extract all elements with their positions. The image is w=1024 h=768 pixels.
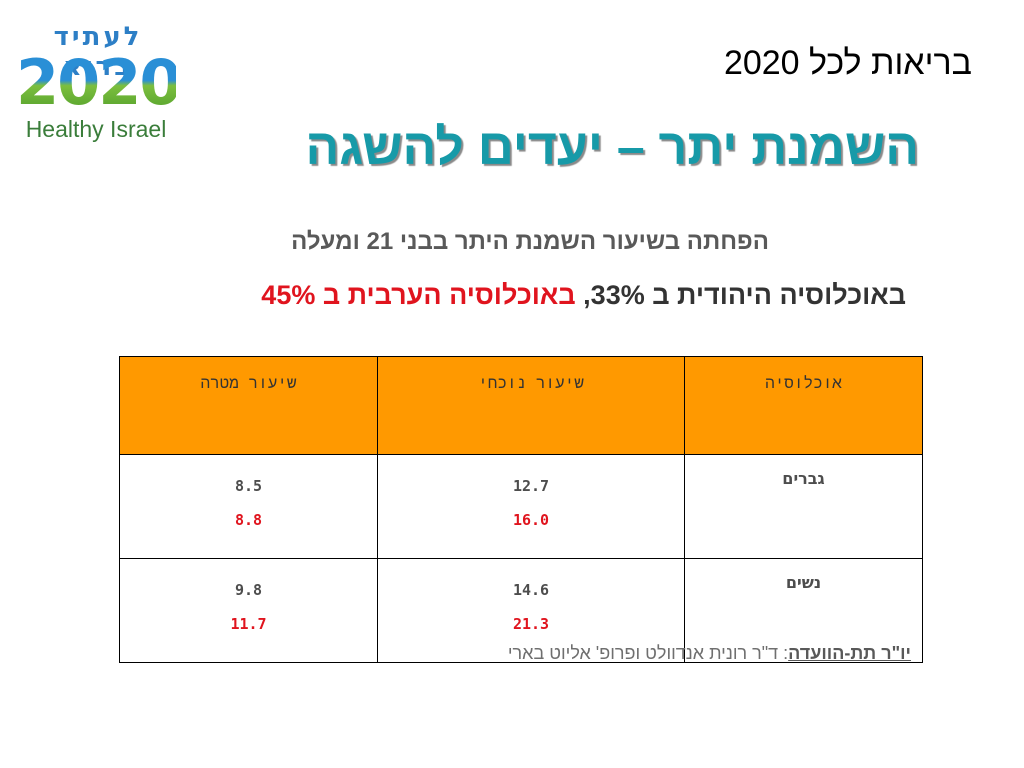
- target-rate-cell: 8.5 8.8: [119, 454, 378, 559]
- header-current-rate: שיעור נוכחי: [377, 356, 685, 455]
- population-cell: נשים: [684, 558, 923, 663]
- current-rate-jewish: 14.6: [512, 581, 550, 599]
- header-population: אוכלוסיה: [684, 356, 923, 455]
- table-row: נשים 14.6 21.3 9.8 11.7: [119, 558, 923, 663]
- obesity-targets-table: אוכלוסיה שיעור נוכחי שיעור מטרה גברים 12…: [119, 356, 923, 663]
- target-rate-arab: 8.8: [234, 511, 263, 529]
- current-rate-cell: 12.7 16.0: [377, 454, 685, 559]
- subcommittee-chair-note: יו"ר תת-הוועדה: ד"ר רונית אנדוולט ופרופ'…: [508, 643, 911, 664]
- current-rate-jewish: 12.7: [512, 477, 550, 495]
- header-target-rate: שיעור מטרה: [119, 356, 378, 455]
- goal-arab-population: באוכלוסיה הערבית ב 45%: [261, 280, 576, 310]
- chair-names: : ד"ר רונית אנדוולט ופרופ' אליוט בארי: [507, 643, 789, 663]
- current-rate-arab: 21.3: [512, 615, 550, 633]
- healthy-israel-logo: לעתיד בריא 2020 Healthy Israel: [16, 22, 183, 152]
- goal-jewish-population: באוכלוסיה היהודית ב 33%,: [583, 280, 906, 310]
- goal-line-1: הפחתה בשיעור השמנת היתר בבני 21 ומעלה: [291, 228, 769, 255]
- table-header-row: אוכלוסיה שיעור נוכחי שיעור מטרה: [119, 356, 923, 455]
- logo-english-text: Healthy Israel: [25, 116, 167, 142]
- logo-hebrew-text: לעתיד בריא: [53, 22, 143, 82]
- target-rate-jewish: 9.8: [234, 581, 263, 599]
- target-rate-cell: 9.8 11.7: [119, 558, 378, 663]
- population-cell: גברים: [684, 454, 923, 559]
- current-rate-arab: 16.0: [512, 511, 550, 529]
- slide-header: בריאות לכל 2020: [723, 44, 972, 82]
- target-rate-jewish: 8.5: [234, 477, 263, 495]
- current-rate-cell: 14.6 21.3: [377, 558, 685, 663]
- slide-title: השמנת יתר – יעדים להשגה: [305, 119, 919, 175]
- goal-line-2: באוכלוסיה היהודית ב 33%, באוכלוסיה הערבי…: [261, 280, 906, 311]
- chair-label: יו"ר תת-הוועדה: [788, 643, 911, 663]
- target-rate-arab: 11.7: [230, 615, 267, 633]
- logo-year: 2020: [16, 46, 183, 119]
- table-row: גברים 12.7 16.0 8.5 8.8: [119, 454, 923, 559]
